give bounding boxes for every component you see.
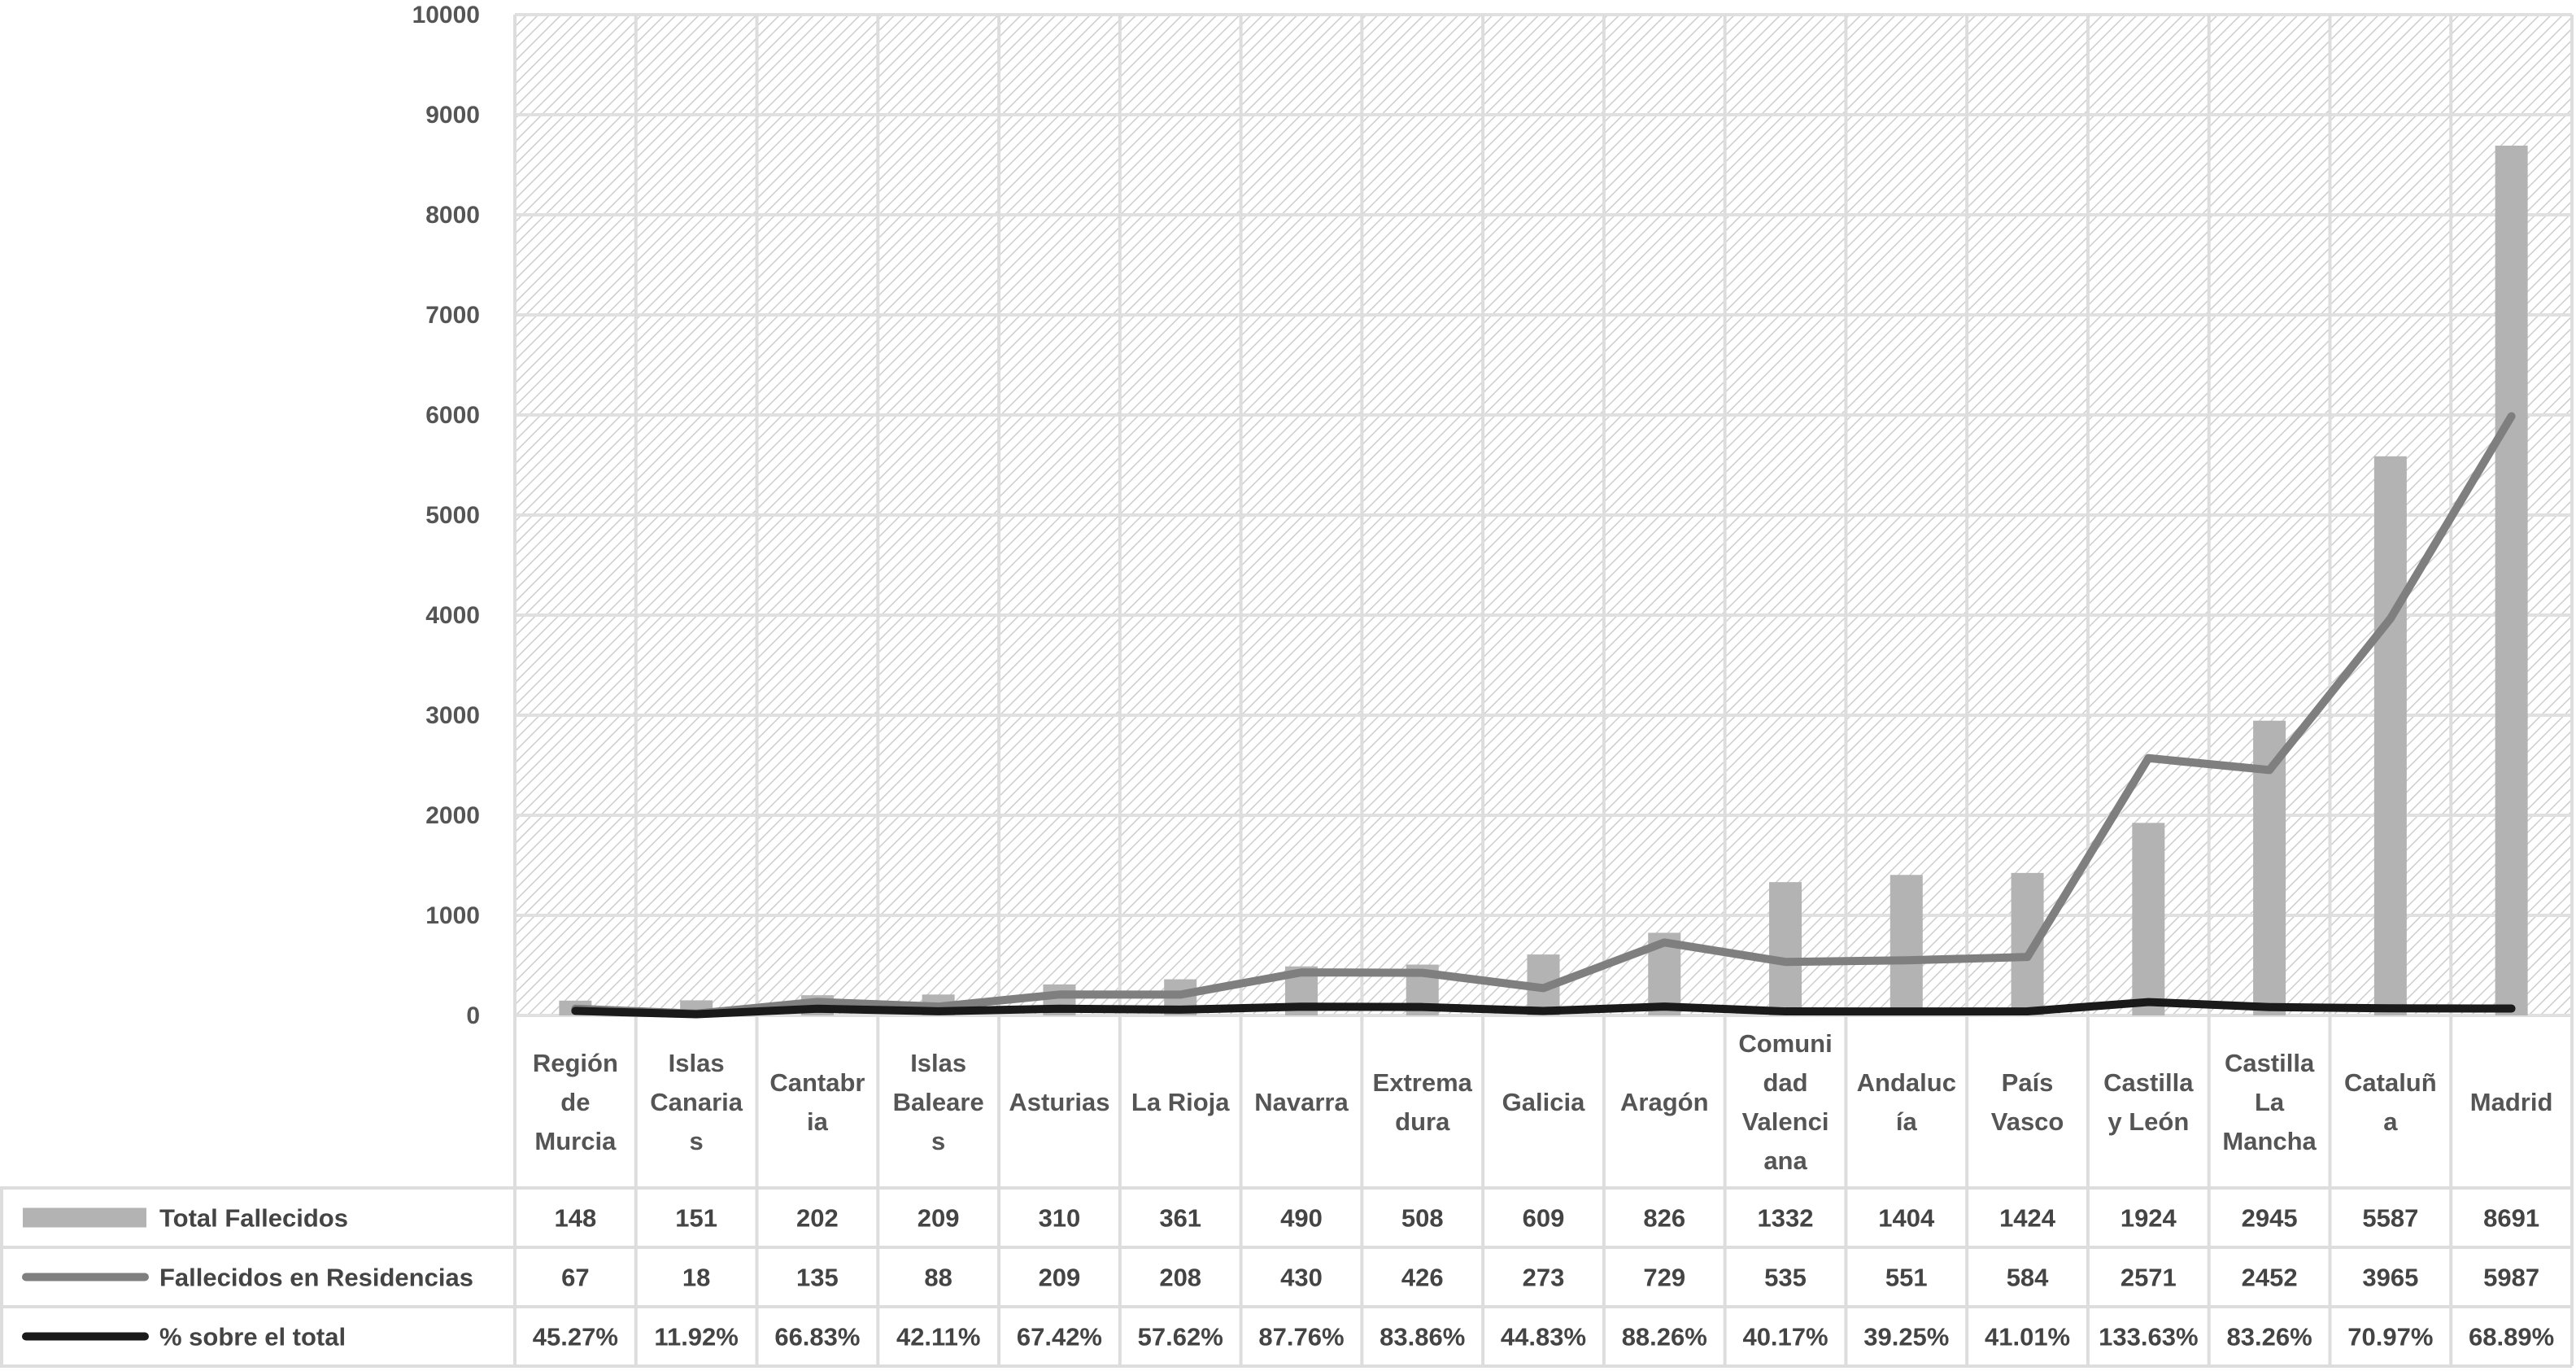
data-label: 151 bbox=[675, 1204, 717, 1233]
data-label: 490 bbox=[1280, 1204, 1323, 1233]
category-label: Islas Baleare s bbox=[893, 1049, 984, 1155]
data-label: 826 bbox=[1643, 1204, 1685, 1233]
data-label: 551 bbox=[1885, 1264, 1928, 1292]
data-label: 310 bbox=[1039, 1204, 1081, 1233]
category-label: Madrid bbox=[2470, 1088, 2553, 1116]
category-label: Navarra bbox=[1254, 1088, 1349, 1116]
y-tick-label: 7000 bbox=[425, 302, 480, 329]
series-line bbox=[571, 412, 2516, 1018]
data-label: 508 bbox=[1401, 1204, 1444, 1233]
data-label: 8691 bbox=[2483, 1204, 2539, 1233]
data-label: 18 bbox=[682, 1264, 710, 1292]
y-tick-label: 1000 bbox=[425, 902, 480, 929]
data-label: 3965 bbox=[2362, 1264, 2418, 1292]
data-label: 68.89% bbox=[2469, 1323, 2554, 1351]
bar bbox=[2495, 146, 2528, 1016]
data-label: 1332 bbox=[1758, 1204, 1814, 1233]
data-label: 67 bbox=[561, 1264, 589, 1292]
legend-swatch bbox=[23, 1207, 146, 1228]
bar bbox=[2373, 456, 2407, 1015]
data-label: 42.11% bbox=[896, 1323, 980, 1351]
data-label: 39.25% bbox=[1863, 1323, 1949, 1351]
data-label: 5587 bbox=[2362, 1204, 2418, 1233]
data-label: 66.83% bbox=[774, 1323, 860, 1351]
y-tick-label: 5000 bbox=[425, 502, 480, 529]
data-label: 209 bbox=[1039, 1264, 1081, 1292]
category-label: Asturias bbox=[1009, 1088, 1109, 1116]
data-label: 41.01% bbox=[1985, 1323, 2070, 1351]
legend-label: Fallecidos en Residencias bbox=[159, 1264, 473, 1292]
data-label: 361 bbox=[1159, 1204, 1201, 1233]
data-label: 1924 bbox=[2121, 1204, 2177, 1233]
data-label: 584 bbox=[2007, 1264, 2049, 1292]
data-label: 2571 bbox=[2121, 1264, 2177, 1292]
data-label: 273 bbox=[1523, 1264, 1565, 1292]
data-label: 44.83% bbox=[1501, 1323, 1586, 1351]
legend-label: Total Fallecidos bbox=[159, 1204, 348, 1233]
data-label: 1424 bbox=[1999, 1204, 2056, 1233]
y-tick-label: 4000 bbox=[425, 602, 480, 629]
data-label: 70.97% bbox=[2347, 1323, 2433, 1351]
data-label: 40.17% bbox=[1742, 1323, 1828, 1351]
data-label: 202 bbox=[796, 1204, 839, 1233]
category-label: Cantabr ia bbox=[769, 1068, 865, 1136]
category-label: Andaluc ía bbox=[1857, 1068, 1956, 1136]
category-label: Comuni dad Valenci ana bbox=[1738, 1029, 1832, 1175]
series-line bbox=[571, 998, 2516, 1019]
data-label: 45.27% bbox=[533, 1323, 618, 1351]
data-label: 83.26% bbox=[2227, 1323, 2312, 1351]
category-label: Islas Canaria s bbox=[650, 1049, 743, 1155]
bar bbox=[1769, 882, 1802, 1015]
data-label: 535 bbox=[1764, 1264, 1807, 1292]
data-label: 2452 bbox=[2242, 1264, 2298, 1292]
data-label: 148 bbox=[555, 1204, 597, 1233]
data-label: 729 bbox=[1643, 1264, 1685, 1292]
data-label: 609 bbox=[1523, 1204, 1565, 1233]
bar bbox=[1890, 875, 1923, 1015]
y-tick-label: 3000 bbox=[425, 702, 480, 729]
data-label: 83.86% bbox=[1380, 1323, 1465, 1351]
y-tick-label: 6000 bbox=[425, 402, 480, 429]
y-tick-label: 10000 bbox=[412, 2, 480, 28]
category-label: Castilla La Mancha bbox=[2222, 1049, 2317, 1155]
data-label: 11.92% bbox=[654, 1323, 738, 1351]
category-label: País Vasco bbox=[1991, 1068, 2064, 1136]
legend-label: % sobre el total bbox=[159, 1323, 346, 1351]
y-tick-label: 2000 bbox=[425, 802, 480, 829]
category-label: Castilla y León bbox=[2103, 1068, 2194, 1136]
y-tick-label: 8000 bbox=[425, 202, 480, 229]
data-label: 1404 bbox=[1878, 1204, 1935, 1233]
y-tick-label: 9000 bbox=[425, 102, 480, 129]
data-label: 87.76% bbox=[1258, 1323, 1344, 1351]
category-label: Cataluñ a bbox=[2344, 1068, 2437, 1136]
category-label: Región de Murcia bbox=[533, 1049, 618, 1155]
bar bbox=[2132, 823, 2165, 1015]
data-label: 2945 bbox=[2242, 1204, 2298, 1233]
data-label: 57.62% bbox=[1138, 1323, 1223, 1351]
y-tick-label: 0 bbox=[466, 1002, 480, 1029]
data-label: 88.26% bbox=[1622, 1323, 1707, 1351]
data-label: 209 bbox=[918, 1204, 960, 1233]
data-label: 133.63% bbox=[2099, 1323, 2198, 1351]
data-label: 135 bbox=[796, 1264, 839, 1292]
data-label: 67.42% bbox=[1017, 1323, 1102, 1351]
category-label: Aragón bbox=[1620, 1088, 1709, 1116]
category-label: Galicia bbox=[1502, 1088, 1585, 1116]
data-label: 426 bbox=[1401, 1264, 1444, 1292]
data-label: 88 bbox=[924, 1264, 952, 1292]
data-label: 5987 bbox=[2483, 1264, 2539, 1292]
data-label: 430 bbox=[1280, 1264, 1323, 1292]
category-label: La Rioja bbox=[1131, 1088, 1230, 1116]
category-label: Extrema dura bbox=[1373, 1068, 1473, 1136]
data-label: 208 bbox=[1159, 1264, 1201, 1292]
